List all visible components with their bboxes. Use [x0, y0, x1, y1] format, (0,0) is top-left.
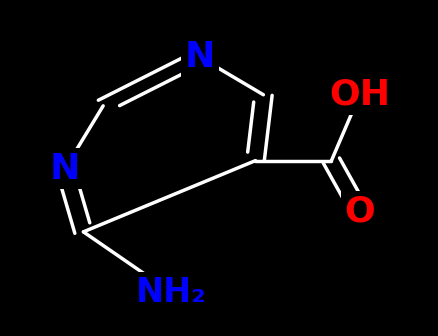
Text: N: N — [49, 152, 80, 186]
Text: O: O — [344, 195, 374, 229]
Text: N: N — [184, 40, 215, 74]
Text: OH: OH — [328, 77, 390, 111]
Text: NH₂: NH₂ — [135, 276, 206, 309]
